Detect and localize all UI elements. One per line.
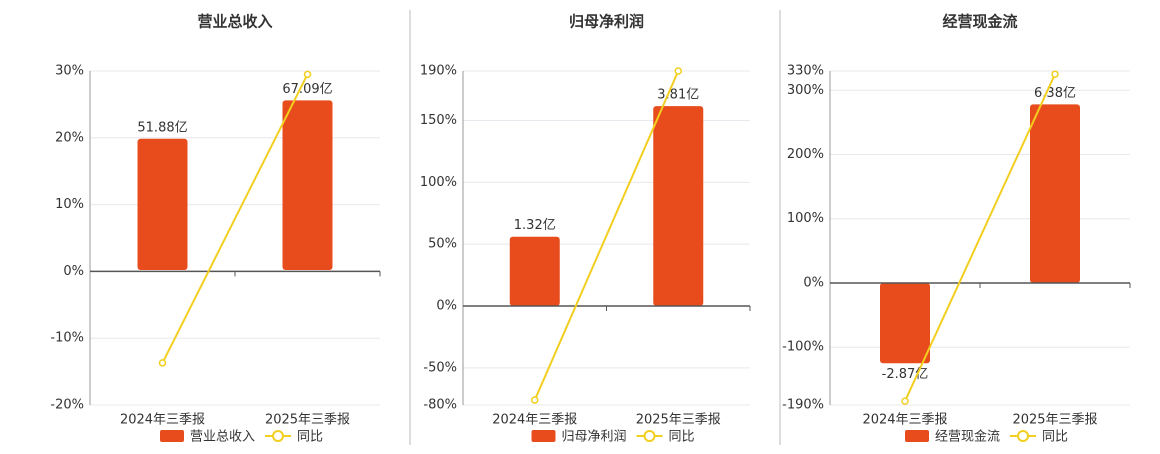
y-tick-label: 0% — [436, 299, 457, 314]
x-tick-label: 2025年三季报 — [265, 413, 350, 428]
chart-title: 营业总收入 — [197, 13, 272, 31]
legend-marker — [272, 430, 285, 442]
y-tick-label: 50% — [428, 237, 457, 252]
data-label: 51.88亿 — [137, 120, 187, 135]
yoy-point — [158, 359, 167, 367]
legend-swatch — [160, 430, 184, 442]
data-label: 6.38亿 — [1034, 86, 1076, 101]
y-tick-label: 0% — [803, 275, 824, 290]
y-tick-label: 100% — [420, 175, 457, 190]
y-tick-label: -80% — [423, 398, 457, 413]
y-tick-label: 200% — [787, 147, 824, 162]
bar — [653, 106, 704, 306]
y-tick-label: -190% — [782, 398, 824, 413]
yoy-point — [901, 397, 909, 405]
bar — [282, 100, 333, 270]
yoy-point — [303, 70, 312, 79]
chart-title: 经营现金流 — [942, 13, 1017, 31]
legend-label: 归母净利润 — [562, 430, 627, 445]
y-tick-label: 190% — [420, 64, 457, 79]
bar — [137, 138, 188, 270]
legend-marker — [1017, 430, 1030, 442]
legend-swatch — [905, 430, 929, 442]
y-tick-label: 20% — [55, 130, 84, 145]
y-tick-label: -100% — [782, 340, 824, 355]
yoy-point — [1051, 70, 1059, 78]
data-label: 67.09亿 — [282, 82, 332, 97]
y-tick-label: 10% — [55, 197, 84, 212]
y-tick-label: 300% — [787, 83, 824, 98]
legend-label: 经营现金流 — [935, 429, 1000, 445]
data-label: -2.87亿 — [882, 367, 929, 382]
bar — [880, 282, 930, 364]
x-tick-label: 2024年三季报 — [492, 413, 577, 428]
yoy-point — [531, 396, 539, 404]
legend-label: 同比 — [297, 430, 323, 445]
y-tick-label: 150% — [420, 113, 457, 128]
yoy-line — [161, 73, 309, 364]
chart-title: 归母净利润 — [569, 13, 644, 31]
yoy-line — [904, 73, 1056, 402]
legend-label: 营业总收入 — [190, 430, 255, 445]
y-tick-label: -50% — [423, 360, 457, 375]
legend-label: 同比 — [1042, 430, 1068, 445]
bar — [1030, 104, 1080, 283]
data-label: 1.32亿 — [514, 218, 556, 233]
x-tick-label: 2025年三季报 — [636, 413, 721, 428]
legend-swatch — [531, 430, 556, 442]
data-label: 3.81亿 — [657, 88, 699, 103]
legend-marker — [643, 430, 656, 442]
yoy-line — [533, 70, 680, 401]
y-tick-label: 100% — [787, 211, 824, 226]
yoy-point — [674, 67, 682, 75]
x-tick-label: 2024年三季报 — [120, 413, 205, 428]
y-tick-label: 330% — [787, 64, 824, 79]
y-tick-label: -20% — [50, 398, 84, 413]
bar — [509, 236, 560, 306]
y-tick-label: 0% — [63, 264, 84, 279]
legend-label: 同比 — [669, 430, 695, 445]
y-tick-label: 30% — [55, 64, 84, 79]
x-tick-label: 2024年三季报 — [862, 413, 947, 428]
y-tick-label: -10% — [50, 331, 84, 346]
x-tick-label: 2025年三季报 — [1012, 413, 1097, 428]
